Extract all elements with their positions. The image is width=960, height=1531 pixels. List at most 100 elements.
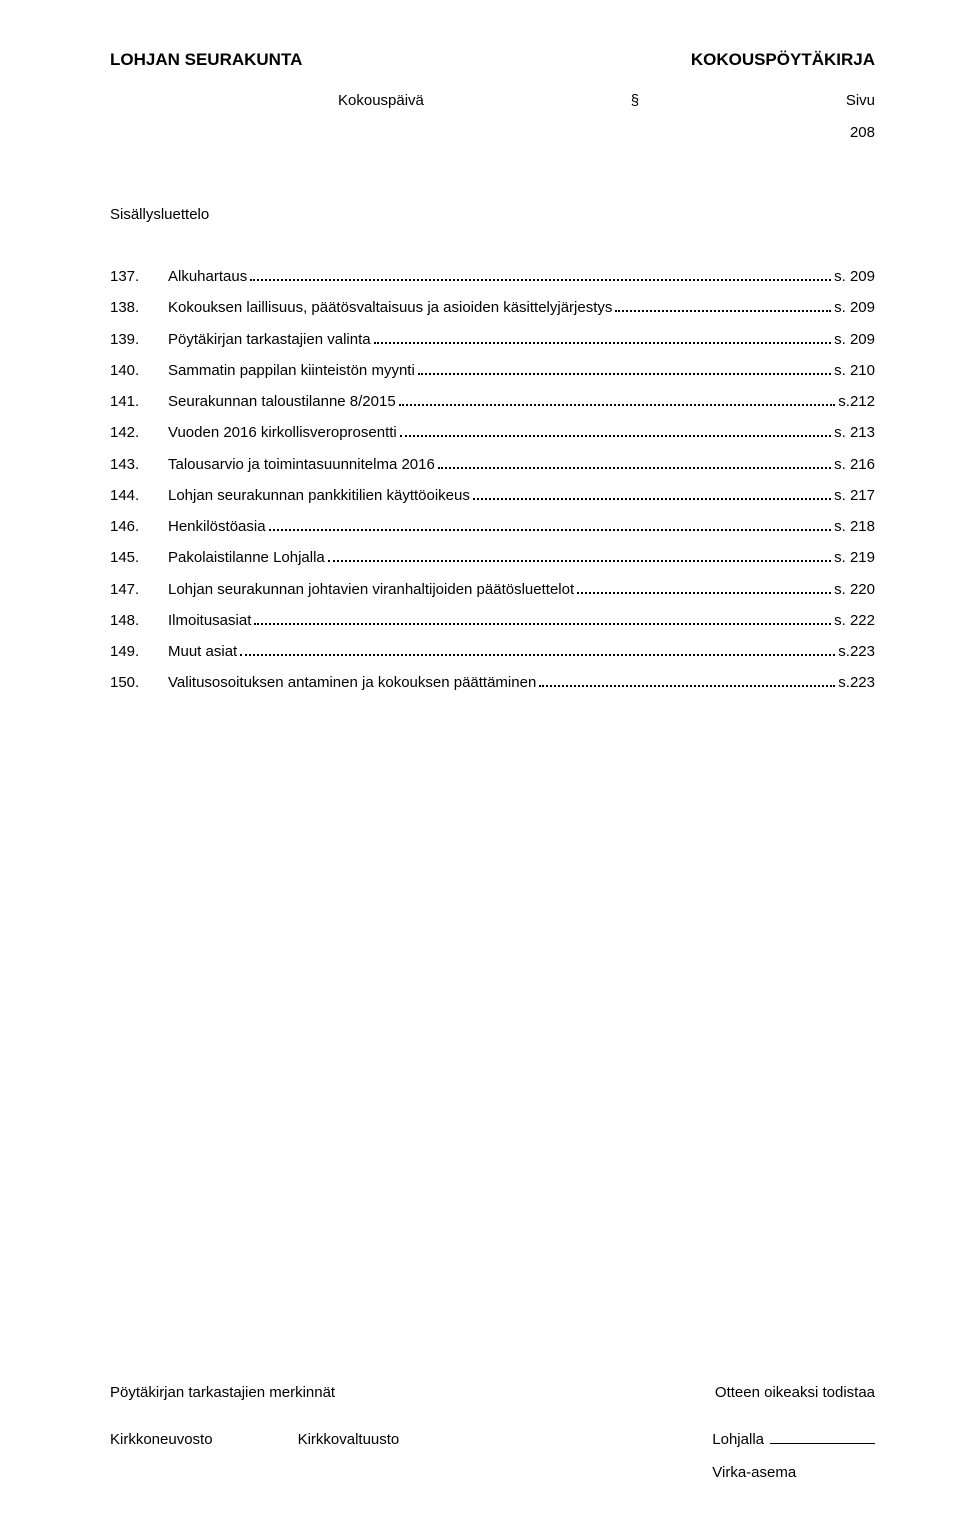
toc-item-number: 144. — [110, 484, 168, 507]
toc-item-dots — [418, 373, 831, 375]
footer-right-col: Lohjalla Virka-asema — [712, 1431, 875, 1481]
toc-item-dots — [438, 467, 831, 469]
toc-item: 141.Seurakunnan taloustilanne 8/2015 s.21… — [110, 390, 875, 413]
toc-item: 149.Muut asiat s.223 — [110, 640, 875, 663]
toc-item-text-wrap: Sammatin pappilan kiinteistön myynti s. 2… — [168, 359, 875, 382]
toc-item-text: Lohjan seurakunnan pankkitilien käyttöoi… — [168, 484, 470, 507]
toc-item-page: s. 210 — [834, 359, 875, 382]
toc-item-page: s. 216 — [834, 453, 875, 476]
toc-item-page: s.223 — [838, 671, 875, 694]
toc-item-dots — [615, 310, 831, 312]
toc-item-text-wrap: Lohjan seurakunnan johtavien viranhaltij… — [168, 578, 875, 601]
footer-notes-label: Pöytäkirjan tarkastajien merkinnät — [110, 1384, 335, 1401]
toc-item-text-wrap: Seurakunnan taloustilanne 8/2015 s.212 — [168, 390, 875, 413]
toc-item-number: 141. — [110, 390, 168, 413]
toc-item-number: 147. — [110, 578, 168, 601]
toc-item: 142.Vuoden 2016 kirkollisveroprosentti s.… — [110, 421, 875, 444]
footer-body1: Kirkkoneuvosto — [110, 1431, 213, 1481]
toc-item-page: s.212 — [838, 390, 875, 413]
toc-item: 139.Pöytäkirjan tarkastajien valintas. 2… — [110, 328, 875, 351]
toc-item-dots — [328, 560, 831, 562]
toc-item-dots — [400, 435, 831, 437]
toc-item-page: s. 220 — [834, 578, 875, 601]
toc-item-number: 142. — [110, 421, 168, 444]
toc-item-text: Seurakunnan taloustilanne 8/2015 — [168, 390, 396, 413]
toc-item-dots — [539, 685, 835, 687]
toc-item-text-wrap: Muut asiat s.223 — [168, 640, 875, 663]
toc-item-dots — [269, 529, 832, 531]
toc-item-text: Kokouksen laillisuus, päätösvaltaisuus j… — [168, 296, 612, 319]
toc-item-text: Talousarvio ja toimintasuunnitelma 2016 — [168, 453, 435, 476]
footer-top-row: Pöytäkirjan tarkastajien merkinnät Ottee… — [110, 1384, 875, 1401]
toc-item-number: 139. — [110, 328, 168, 351]
toc-item-dots — [250, 279, 831, 281]
toc-item: 147.Lohjan seurakunnan johtavien viranha… — [110, 578, 875, 601]
toc-item-text: Sammatin pappilan kiinteistön myynti — [168, 359, 415, 382]
toc-item-page: s. 213 — [834, 421, 875, 444]
toc-item-page: s. 209 — [834, 296, 875, 319]
toc-item: 137.Alkuhartaus s. 209 — [110, 265, 875, 288]
toc-item-text: Lohjan seurakunnan johtavien viranhaltij… — [168, 578, 574, 601]
toc-item-number: 137. — [110, 265, 168, 288]
toc-item-page: s.223 — [838, 640, 875, 663]
toc-item-number: 143. — [110, 453, 168, 476]
toc-item: 143.Talousarvio ja toimintasuunnitelma 2… — [110, 453, 875, 476]
toc-item-text-wrap: Pakolaistilanne Lohjalla s. 219 — [168, 546, 875, 569]
toc-item-text-wrap: Kokouksen laillisuus, päätösvaltaisuus j… — [168, 296, 875, 319]
toc-item-number: 145. — [110, 546, 168, 569]
toc-item-text-wrap: Ilmoitusasiat s. 222 — [168, 609, 875, 632]
org-name: LOHJAN SEURAKUNTA — [110, 50, 302, 70]
toc-item-text-wrap: Talousarvio ja toimintasuunnitelma 2016 s… — [168, 453, 875, 476]
toc-item: 138.Kokouksen laillisuus, päätösvaltaisu… — [110, 296, 875, 319]
toc-item-page: s. 222 — [834, 609, 875, 632]
page-number: 208 — [110, 124, 875, 141]
toc-item-text: Valitusosoituksen antaminen ja kokouksen… — [168, 671, 536, 694]
footer: Pöytäkirjan tarkastajien merkinnät Ottee… — [110, 1384, 875, 1481]
footer-location: Lohjalla — [712, 1431, 764, 1448]
toc-item-number: 149. — [110, 640, 168, 663]
toc-item-number: 140. — [110, 359, 168, 382]
toc-item: 148.Ilmoitusasiat s. 222 — [110, 609, 875, 632]
signature-line — [770, 1443, 875, 1444]
toc-item: 144.Lohjan seurakunnan pankkitilien käyt… — [110, 484, 875, 507]
doc-type: KOKOUSPÖYTÄKIRJA — [691, 50, 875, 70]
toc-item-text-wrap: Vuoden 2016 kirkollisveroprosentti s. 213 — [168, 421, 875, 444]
toc-item-page: s. 209 — [834, 265, 875, 288]
footer-bottom-row: Kirkkoneuvosto Kirkkovaltuusto Lohjalla … — [110, 1431, 875, 1481]
subheader-row: Kokouspäivä § Sivu — [110, 92, 875, 109]
toc-item-text: Pakolaistilanne Lohjalla — [168, 546, 325, 569]
toc-item-number: 148. — [110, 609, 168, 632]
footer-location-line: Lohjalla — [712, 1431, 875, 1448]
toc-item-page: s. 219 — [834, 546, 875, 569]
toc-item-number: 150. — [110, 671, 168, 694]
footer-body2: Kirkkovaltuusto — [298, 1431, 400, 1481]
toc-item: 146.Henkilöstöasia s. 218 — [110, 515, 875, 538]
toc-item-text: Pöytäkirjan tarkastajien valinta — [168, 328, 371, 351]
subheader-section-symbol: § — [631, 92, 639, 109]
toc-item-text: Alkuhartaus — [168, 265, 247, 288]
toc-item-number: 138. — [110, 296, 168, 319]
footer-role: Virka-asema — [712, 1464, 875, 1481]
toc-item-page: s. 218 — [834, 515, 875, 538]
toc-item-text: Vuoden 2016 kirkollisveroprosentti — [168, 421, 397, 444]
toc-item-text: Ilmoitusasiat — [168, 609, 251, 632]
toc-title: Sisällysluettelo — [110, 206, 875, 223]
toc-item-dots — [254, 623, 831, 625]
toc-item-text: Muut asiat — [168, 640, 237, 663]
toc-item-dots — [374, 342, 832, 344]
toc-list: 137.Alkuhartauss. 209138.Kokouksen laill… — [110, 265, 875, 695]
toc-item-dots — [399, 404, 836, 406]
toc-item-text-wrap: Alkuhartaus s. 209 — [168, 265, 875, 288]
subheader-date-label: Kokouspäivä — [110, 92, 424, 109]
footer-attest-label: Otteen oikeaksi todistaa — [715, 1384, 875, 1401]
toc-item: 145.Pakolaistilanne Lohjalla s. 219 — [110, 546, 875, 569]
footer-left-pair: Kirkkoneuvosto Kirkkovaltuusto — [110, 1431, 399, 1481]
toc-item-text-wrap: Henkilöstöasia s. 218 — [168, 515, 875, 538]
toc-item-text-wrap: Valitusosoituksen antaminen ja kokouksen… — [168, 671, 875, 694]
toc-item: 140.Sammatin pappilan kiinteistön myynti… — [110, 359, 875, 382]
toc-item-text-wrap: Lohjan seurakunnan pankkitilien käyttöoi… — [168, 484, 875, 507]
toc-item: 150.Valitusosoituksen antaminen ja kokou… — [110, 671, 875, 694]
toc-item-text: Henkilöstöasia — [168, 515, 266, 538]
toc-item-page: s. 217 — [834, 484, 875, 507]
toc-item-number: 146. — [110, 515, 168, 538]
